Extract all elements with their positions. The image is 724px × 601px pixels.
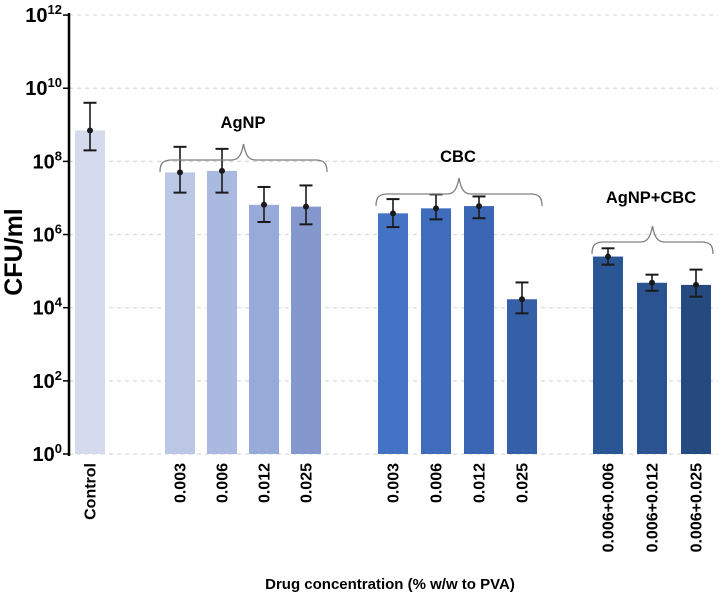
x-tick-label: 0.006+0.012 xyxy=(645,463,662,553)
x-tick-label: 0.006+0.025 xyxy=(689,463,706,553)
bar xyxy=(464,206,494,454)
x-tick-label: 0.025 xyxy=(299,463,316,503)
y-axis: 1012 1010 108 106 104 102 100 xyxy=(25,2,71,466)
group-brace xyxy=(375,177,543,207)
y-tick-label: 108 xyxy=(33,148,62,173)
mean-dot xyxy=(519,296,525,303)
bar xyxy=(207,170,237,455)
y-tick-label: 100 xyxy=(33,441,62,466)
bar xyxy=(593,256,623,454)
bar xyxy=(165,172,195,454)
group-label: CBC xyxy=(440,148,476,166)
x-tick-label: 0.012 xyxy=(257,463,274,503)
bar xyxy=(637,282,667,454)
group-brace xyxy=(159,143,328,173)
y-axis-title: CFU/ml xyxy=(0,208,28,296)
x-tick-label: 0.006 xyxy=(215,463,232,503)
mean-dot xyxy=(649,279,655,286)
x-tick-label: 0.012 xyxy=(472,463,489,503)
mean-dot xyxy=(219,167,225,174)
mean-dot xyxy=(261,201,267,208)
y-tick-label: 104 xyxy=(33,295,63,320)
x-tick-label: Control xyxy=(83,463,100,520)
group-label: AgNP xyxy=(221,114,266,132)
bar xyxy=(75,130,105,455)
mean-dot xyxy=(303,203,309,210)
mean-dot xyxy=(87,127,93,134)
bar xyxy=(681,284,711,454)
bar xyxy=(378,213,408,454)
group-brace xyxy=(591,225,714,255)
x-tick-label: 0.025 xyxy=(515,463,532,503)
y-tick-label: 106 xyxy=(33,222,62,247)
group-braces: AgNP CBC AgNP+CBC xyxy=(159,114,714,255)
bar xyxy=(421,208,451,454)
bar xyxy=(507,299,537,454)
x-tick-label: 0.003 xyxy=(386,463,403,503)
y-tick-label: 1012 xyxy=(25,2,62,27)
y-tick-label: 1010 xyxy=(25,75,62,100)
error-bars xyxy=(83,101,703,315)
x-tick-label: 0.003 xyxy=(173,463,190,503)
mean-dot xyxy=(476,203,482,210)
bar xyxy=(291,206,321,454)
x-tick-labels: Control 0.003 0.006 0.012 0.025 0.003 0.006 0.0… xyxy=(83,463,706,553)
x-tick-label: 0.006 xyxy=(429,463,446,503)
bars xyxy=(75,130,711,455)
mean-dot xyxy=(433,205,439,212)
mean-dot xyxy=(605,253,611,260)
y-tick-label: 102 xyxy=(33,368,62,393)
mean-dot xyxy=(390,210,396,217)
mean-dot xyxy=(177,169,183,176)
x-tick-label: 0.006+0.006 xyxy=(601,463,618,553)
group-label: AgNP+CBC xyxy=(606,189,696,207)
mean-dot xyxy=(693,281,699,288)
bar xyxy=(249,204,279,454)
x-axis-title: Drug concentration (% w/w to PVA) xyxy=(265,576,515,593)
